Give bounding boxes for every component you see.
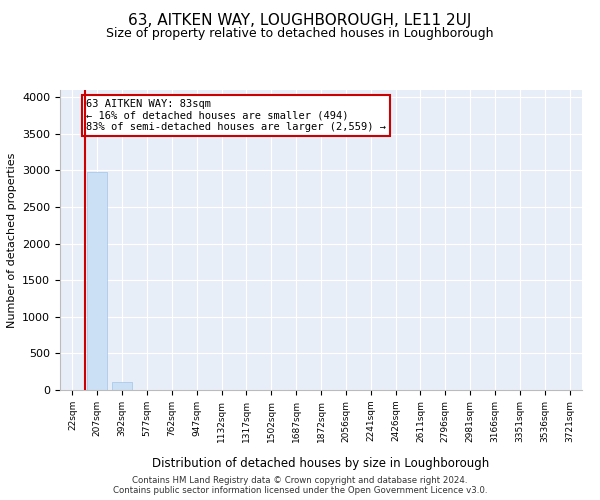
Bar	[88, 172, 107, 390]
Text: 63 AITKEN WAY: 83sqm
← 16% of detached houses are smaller (494)
83% of semi-deta: 63 AITKEN WAY: 83sqm ← 16% of detached h…	[86, 99, 386, 132]
Y-axis label: Number of detached properties: Number of detached properties	[7, 152, 17, 328]
Text: Contains HM Land Registry data © Crown copyright and database right 2024.: Contains HM Land Registry data © Crown c…	[132, 476, 468, 485]
Text: Size of property relative to detached houses in Loughborough: Size of property relative to detached ho…	[106, 28, 494, 40]
Bar	[112, 382, 132, 390]
Text: 63, AITKEN WAY, LOUGHBOROUGH, LE11 2UJ: 63, AITKEN WAY, LOUGHBOROUGH, LE11 2UJ	[128, 12, 472, 28]
Text: Distribution of detached houses by size in Loughborough: Distribution of detached houses by size …	[152, 458, 490, 470]
Text: Contains public sector information licensed under the Open Government Licence v3: Contains public sector information licen…	[113, 486, 487, 495]
